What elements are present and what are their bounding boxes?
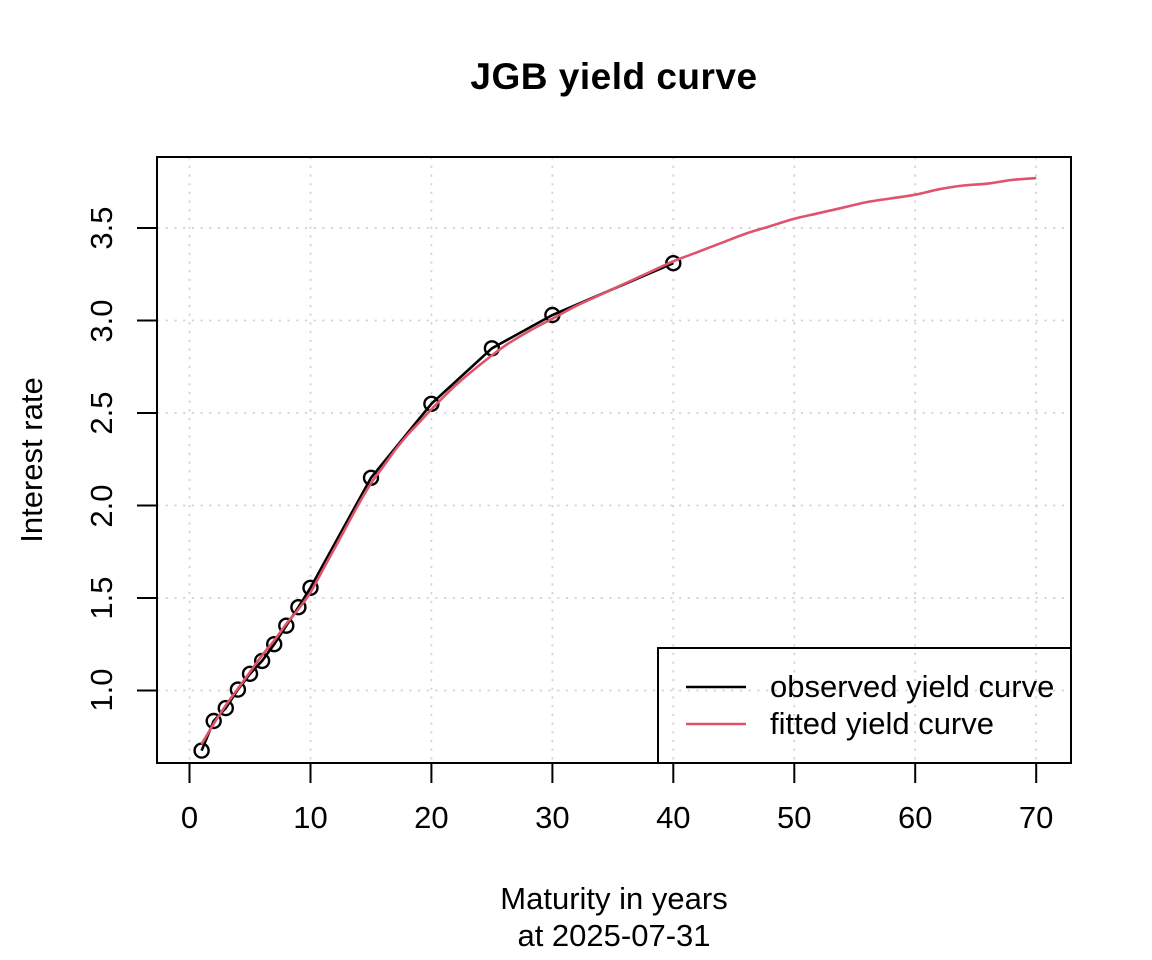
x-tick-label: 50 — [777, 800, 812, 835]
x-axis-label-date: at 2025-07-31 — [517, 918, 711, 953]
y-tick-label: 3.0 — [84, 298, 119, 343]
x-tick-label: 20 — [414, 800, 449, 835]
observed-data-point — [217, 699, 235, 717]
legend-box — [657, 647, 1072, 764]
y-tick-label: 1.0 — [84, 668, 119, 713]
x-tick-label: 40 — [656, 800, 691, 835]
observed-data-point — [266, 636, 283, 653]
y-axis-label: Interest rate — [14, 377, 49, 543]
x-tick-label: 30 — [535, 800, 570, 835]
x-tick-label: 70 — [1018, 800, 1054, 835]
chart-title: JGB yield curve — [470, 56, 758, 97]
observed-data-point — [278, 617, 295, 634]
observed-data-point — [241, 665, 259, 682]
y-tick-label: 2.5 — [84, 391, 119, 435]
plot-border — [156, 156, 1072, 764]
x-axis-label: Maturity in years — [500, 881, 728, 916]
x-tick-label: 60 — [897, 800, 933, 835]
observed-data-point — [229, 681, 247, 698]
observed-curve — [200, 262, 674, 752]
fitted-curve — [200, 176, 1037, 745]
observed-data-point — [290, 599, 307, 616]
y-tick-label: 1.5 — [84, 576, 119, 620]
observed-data-point — [205, 712, 222, 730]
x-tick-label: 10 — [293, 800, 328, 835]
y-tick-label: 2.0 — [84, 483, 119, 528]
x-tick-label: 0 — [180, 800, 199, 835]
y-tick-label: 3.5 — [84, 206, 119, 250]
legend-label-observed: observed yield curve — [770, 669, 1055, 704]
legend-label-fitted: fitted yield curve — [770, 706, 994, 741]
